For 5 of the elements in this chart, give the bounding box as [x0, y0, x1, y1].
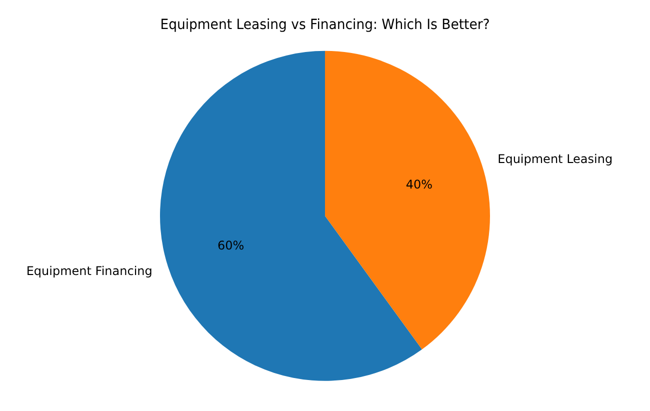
slice-label: Equipment Financing: [26, 264, 152, 278]
data-label: 60%: [218, 238, 244, 253]
slice-label: Equipment Leasing: [498, 152, 613, 166]
chart-title: Equipment Leasing vs Financing: Which Is Better?: [160, 16, 490, 34]
data-label: 40%: [406, 177, 432, 192]
